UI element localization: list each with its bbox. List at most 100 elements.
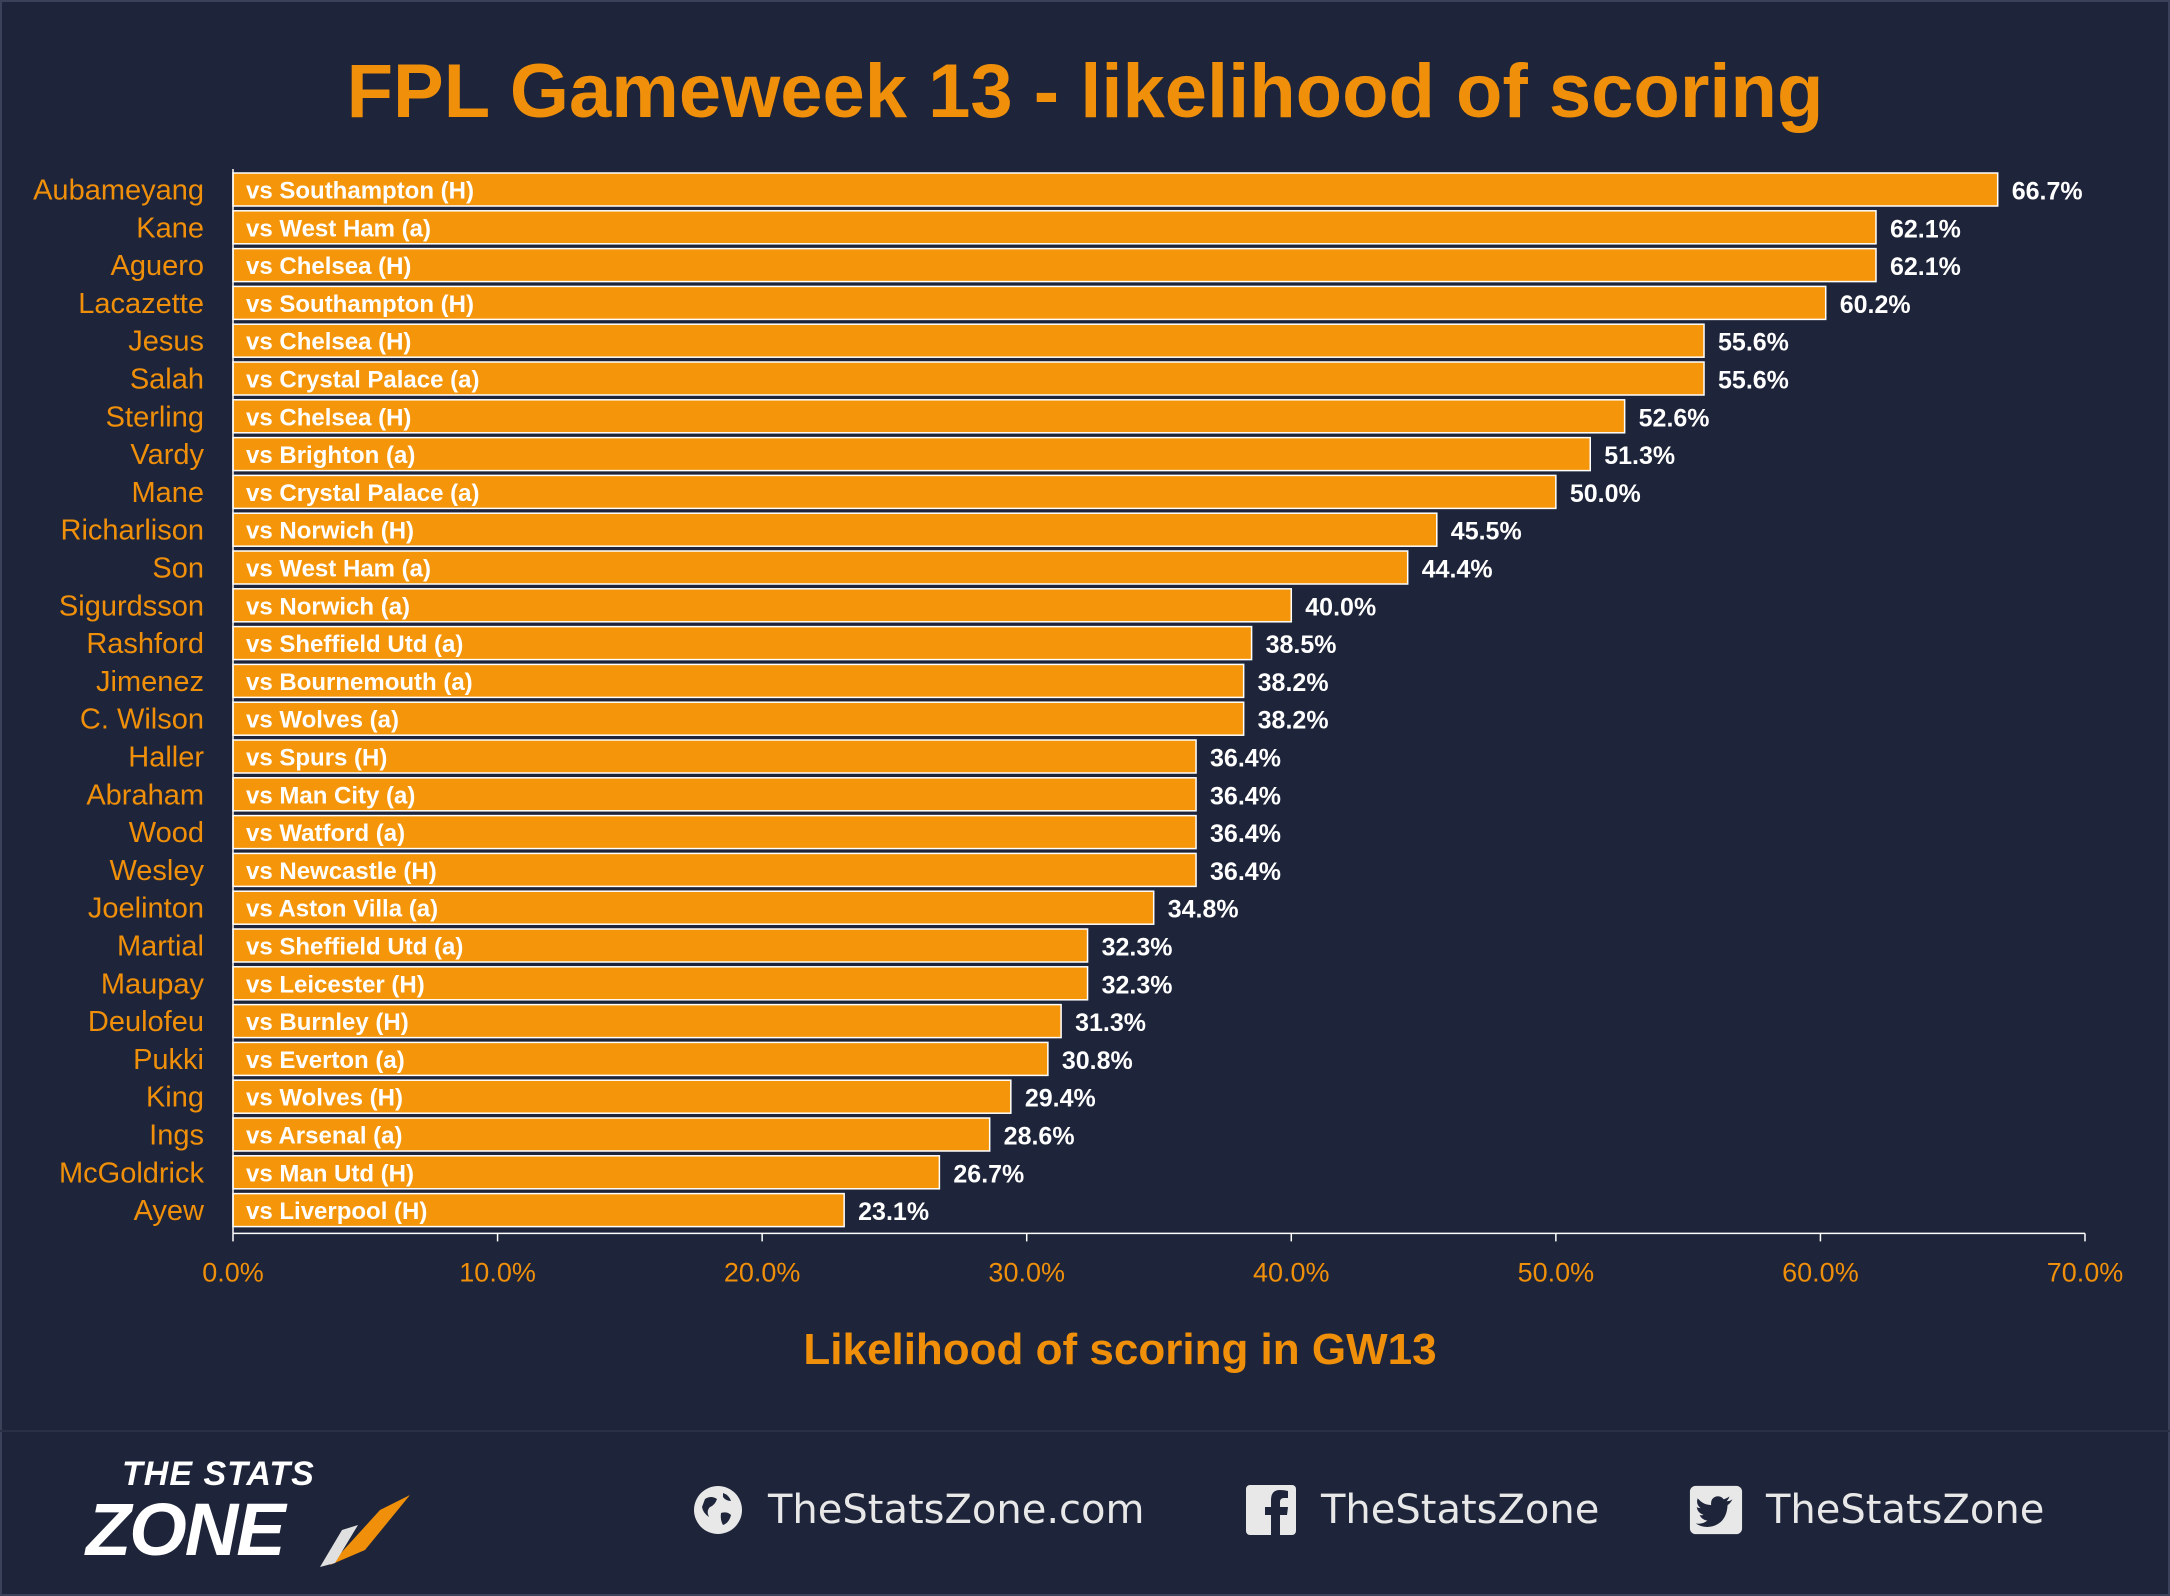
bar (232, 1117, 991, 1152)
footer-divider (0, 1430, 2170, 1432)
bar (232, 361, 1705, 396)
value-label: 60.2% (1840, 291, 1911, 319)
value-label: 40.0% (1305, 593, 1376, 621)
fixture-label: vs Brighton (a) (246, 442, 415, 469)
bar (232, 550, 1409, 585)
bar (232, 777, 1197, 812)
value-label: 36.4% (1210, 820, 1281, 848)
value-label: 31.3% (1075, 1009, 1146, 1037)
value-label: 34.8% (1168, 896, 1239, 924)
chart-title: FPL Gameweek 13 - likelihood of scoring (346, 49, 1824, 134)
fixture-label: vs Norwich (H) (246, 518, 414, 545)
fixture-label: vs Chelsea (H) (246, 329, 411, 356)
value-label: 44.4% (1422, 556, 1493, 584)
website-link[interactable]: TheStatsZone.com (690, 1480, 1144, 1540)
bar (232, 512, 1438, 547)
fixture-label: vs Southampton (H) (246, 178, 474, 205)
category-label: Son (152, 553, 204, 585)
category-label: Sterling (106, 401, 204, 433)
value-label: 36.4% (1210, 782, 1281, 810)
value-label: 32.3% (1102, 934, 1173, 962)
category-label: Wesley (109, 855, 204, 887)
bar (232, 172, 1999, 207)
fixture-label: vs Bournemouth (a) (246, 669, 473, 696)
bar (232, 210, 1877, 245)
bar-chart: Aubameyang vs Southampton (H) 66.7% Kane vs … (33, 169, 2123, 1287)
fixture-label: vs Aston Villa (a) (246, 896, 438, 923)
value-label: 45.5% (1451, 518, 1522, 546)
twitter-link[interactable]: TheStatsZone (1688, 1480, 2044, 1540)
fixture-label: vs Arsenal (a) (246, 1123, 403, 1150)
value-label: 38.5% (1266, 631, 1337, 659)
bar (232, 1155, 941, 1190)
x-tick-label: 60.0% (1782, 1257, 1859, 1287)
logo-bottom-text: ZONE (86, 1488, 286, 1571)
bar (232, 890, 1155, 925)
category-label: Sigurdsson (59, 590, 204, 622)
fixture-label: vs Crystal Palace (a) (246, 367, 479, 394)
category-label: Joelinton (88, 893, 204, 925)
category-label: Rashford (86, 628, 204, 660)
logo-swoosh (320, 1495, 410, 1567)
fixture-label: vs Newcastle (H) (246, 858, 437, 885)
fixture-label: vs Sheffield Utd (a) (246, 934, 463, 961)
value-label: 38.2% (1258, 669, 1329, 697)
value-label: 66.7% (2012, 178, 2083, 206)
bar (232, 966, 1089, 1001)
fixture-label: vs Norwich (a) (246, 593, 410, 620)
bar (232, 1192, 845, 1228)
website-text: TheStatsZone.com (768, 1487, 1145, 1533)
fixture-label: vs Man City (a) (246, 782, 415, 809)
value-label: 28.6% (1004, 1123, 1075, 1151)
twitter-icon (1688, 1482, 1744, 1538)
category-label: Jesus (128, 326, 204, 358)
facebook-link[interactable]: TheStatsZone (1243, 1480, 1599, 1540)
value-label: 62.1% (1890, 253, 1961, 281)
fixture-label: vs Man Utd (H) (246, 1160, 414, 1187)
fixture-label: vs Chelsea (H) (246, 404, 411, 431)
category-label: Haller (128, 742, 204, 774)
x-tick-label: 30.0% (988, 1257, 1065, 1287)
value-label: 38.2% (1258, 707, 1329, 735)
bar (232, 1003, 1062, 1039)
x-axis-label: Likelihood of scoring in GW13 (803, 1325, 1437, 1374)
fixture-label: vs Wolves (a) (246, 707, 399, 734)
category-label: C. Wilson (80, 704, 204, 736)
facebook-icon (1243, 1482, 1299, 1538)
bar (232, 285, 1827, 321)
logo-top-text: THE STATS (122, 1455, 315, 1493)
fixture-label: vs Liverpool (H) (246, 1198, 427, 1225)
bar (232, 323, 1705, 358)
category-label: Deulofeu (88, 1006, 204, 1038)
x-tick-label: 40.0% (1253, 1257, 1330, 1287)
category-label: Jimenez (96, 666, 204, 698)
value-label: 29.4% (1025, 1085, 1096, 1113)
fixture-label: vs Everton (a) (246, 1047, 405, 1074)
value-label: 36.4% (1210, 858, 1281, 886)
category-label: McGoldrick (59, 1157, 205, 1189)
x-tick-label: 0.0% (202, 1257, 264, 1287)
category-label: Aubameyang (33, 175, 204, 207)
value-label: 36.4% (1210, 745, 1281, 773)
x-tick-label: 10.0% (459, 1257, 536, 1287)
fixture-label: vs Burnley (H) (246, 1009, 409, 1036)
value-label: 52.6% (1639, 404, 1710, 432)
fixture-label: vs West Ham (a) (246, 215, 431, 242)
value-label: 30.8% (1062, 1047, 1133, 1075)
fixture-label: vs Chelsea (H) (246, 253, 411, 280)
category-label: Martial (117, 931, 204, 963)
value-label: 51.3% (1604, 442, 1675, 470)
category-label: Vardy (130, 439, 204, 471)
value-label: 32.3% (1102, 971, 1173, 999)
facebook-text: TheStatsZone (1321, 1487, 1600, 1533)
category-label: Kane (136, 212, 204, 244)
category-label: Pukki (133, 1044, 204, 1076)
stats-zone-logo: THE STATS ZONE (80, 1455, 460, 1571)
fixture-label: vs Wolves (H) (246, 1085, 403, 1112)
value-label: 26.7% (953, 1160, 1024, 1188)
category-label: Ayew (134, 1195, 205, 1227)
bar (232, 247, 1877, 283)
fixture-label: vs Sheffield Utd (a) (246, 631, 463, 658)
category-label: Richarlison (61, 515, 204, 547)
category-label: Aguero (110, 250, 204, 282)
